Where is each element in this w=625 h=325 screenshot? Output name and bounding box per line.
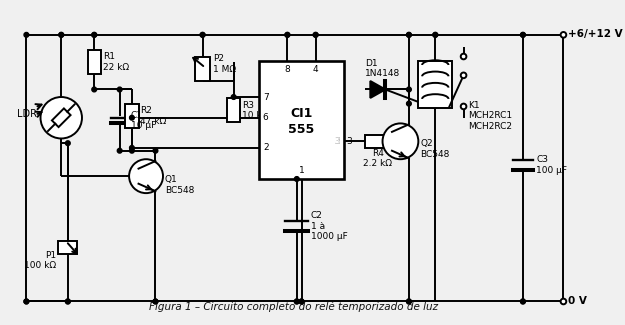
Text: C3
100 μF: C3 100 μF: [536, 155, 567, 175]
Circle shape: [461, 54, 466, 59]
Text: R1
22 kΩ: R1 22 kΩ: [102, 52, 129, 72]
Text: LDR: LDR: [17, 109, 37, 119]
Circle shape: [24, 299, 29, 304]
Circle shape: [66, 299, 70, 304]
Text: 0 V: 0 V: [568, 296, 587, 306]
Text: R3
10 kΩ: R3 10 kΩ: [242, 100, 269, 120]
Text: P2
1 MΩ: P2 1 MΩ: [213, 54, 236, 74]
Circle shape: [129, 146, 134, 150]
Circle shape: [561, 299, 566, 304]
Circle shape: [313, 32, 318, 37]
Circle shape: [92, 32, 97, 37]
Circle shape: [231, 95, 236, 99]
Text: 3: 3: [347, 137, 352, 146]
Text: 1: 1: [299, 166, 304, 175]
Text: 555: 555: [288, 124, 314, 136]
Text: R4
2.2 kΩ: R4 2.2 kΩ: [363, 149, 392, 168]
Text: 4: 4: [313, 65, 319, 74]
Circle shape: [285, 32, 290, 37]
Bar: [364, 135, 391, 148]
Circle shape: [41, 97, 82, 138]
Circle shape: [66, 299, 70, 304]
Bar: [227, 98, 240, 123]
Circle shape: [153, 299, 158, 304]
Circle shape: [461, 104, 466, 109]
Bar: [88, 50, 101, 74]
Circle shape: [294, 299, 299, 304]
Circle shape: [561, 32, 566, 38]
Text: 3: 3: [334, 137, 340, 146]
Circle shape: [92, 32, 97, 37]
Text: D1
1N4148: D1 1N4148: [364, 59, 400, 78]
Text: CI1: CI1: [291, 107, 312, 120]
Text: 8: 8: [284, 65, 290, 74]
Circle shape: [406, 299, 411, 304]
Circle shape: [24, 32, 29, 37]
Circle shape: [521, 299, 525, 304]
Text: R2
47 kΩ: R2 47 kΩ: [141, 106, 167, 125]
Circle shape: [406, 299, 411, 304]
Text: 3: 3: [334, 137, 340, 146]
Circle shape: [59, 32, 64, 37]
Circle shape: [129, 149, 134, 153]
Circle shape: [59, 32, 64, 37]
Text: K1
MCH2RC1
MCH2RC2: K1 MCH2RC1 MCH2RC2: [468, 101, 512, 131]
Text: C1
10 μF: C1 10 μF: [131, 111, 156, 130]
Bar: [418, 61, 452, 108]
Circle shape: [200, 32, 205, 37]
Circle shape: [118, 87, 122, 92]
Text: 7: 7: [263, 93, 269, 101]
Circle shape: [92, 87, 97, 92]
Text: Figura 1 – Circuito completo do relé temporizado de luz: Figura 1 – Circuito completo do relé tem…: [149, 301, 439, 312]
Bar: [259, 61, 344, 179]
Text: P1
100 kΩ: P1 100 kΩ: [24, 251, 56, 270]
Circle shape: [521, 299, 525, 304]
Circle shape: [433, 32, 437, 37]
Circle shape: [313, 32, 318, 37]
Circle shape: [118, 149, 122, 153]
Polygon shape: [370, 81, 386, 98]
Circle shape: [406, 32, 411, 37]
Circle shape: [285, 32, 290, 37]
Bar: [58, 241, 78, 254]
Circle shape: [433, 32, 437, 37]
Circle shape: [294, 176, 299, 181]
Circle shape: [299, 299, 304, 304]
Bar: [126, 104, 139, 128]
Text: C2
1 à
1000 μF: C2 1 à 1000 μF: [311, 211, 348, 241]
Circle shape: [521, 32, 525, 37]
Circle shape: [294, 299, 299, 304]
Circle shape: [66, 141, 70, 146]
Circle shape: [153, 149, 158, 153]
Circle shape: [406, 87, 411, 92]
Text: Q1
BC548: Q1 BC548: [165, 175, 194, 195]
Circle shape: [406, 32, 411, 37]
Text: 6: 6: [263, 113, 269, 122]
Circle shape: [521, 32, 525, 37]
Text: Q2
BC548: Q2 BC548: [420, 139, 449, 159]
Circle shape: [299, 299, 304, 304]
Circle shape: [382, 124, 418, 159]
Circle shape: [153, 299, 158, 304]
Circle shape: [200, 32, 205, 37]
Circle shape: [461, 72, 466, 78]
Text: +6/+12 V: +6/+12 V: [568, 29, 622, 39]
Circle shape: [406, 101, 411, 106]
Bar: [195, 57, 210, 81]
Circle shape: [129, 159, 163, 193]
Circle shape: [129, 115, 134, 120]
Circle shape: [24, 299, 29, 304]
Bar: [52, 109, 71, 127]
Text: 2: 2: [263, 143, 269, 152]
